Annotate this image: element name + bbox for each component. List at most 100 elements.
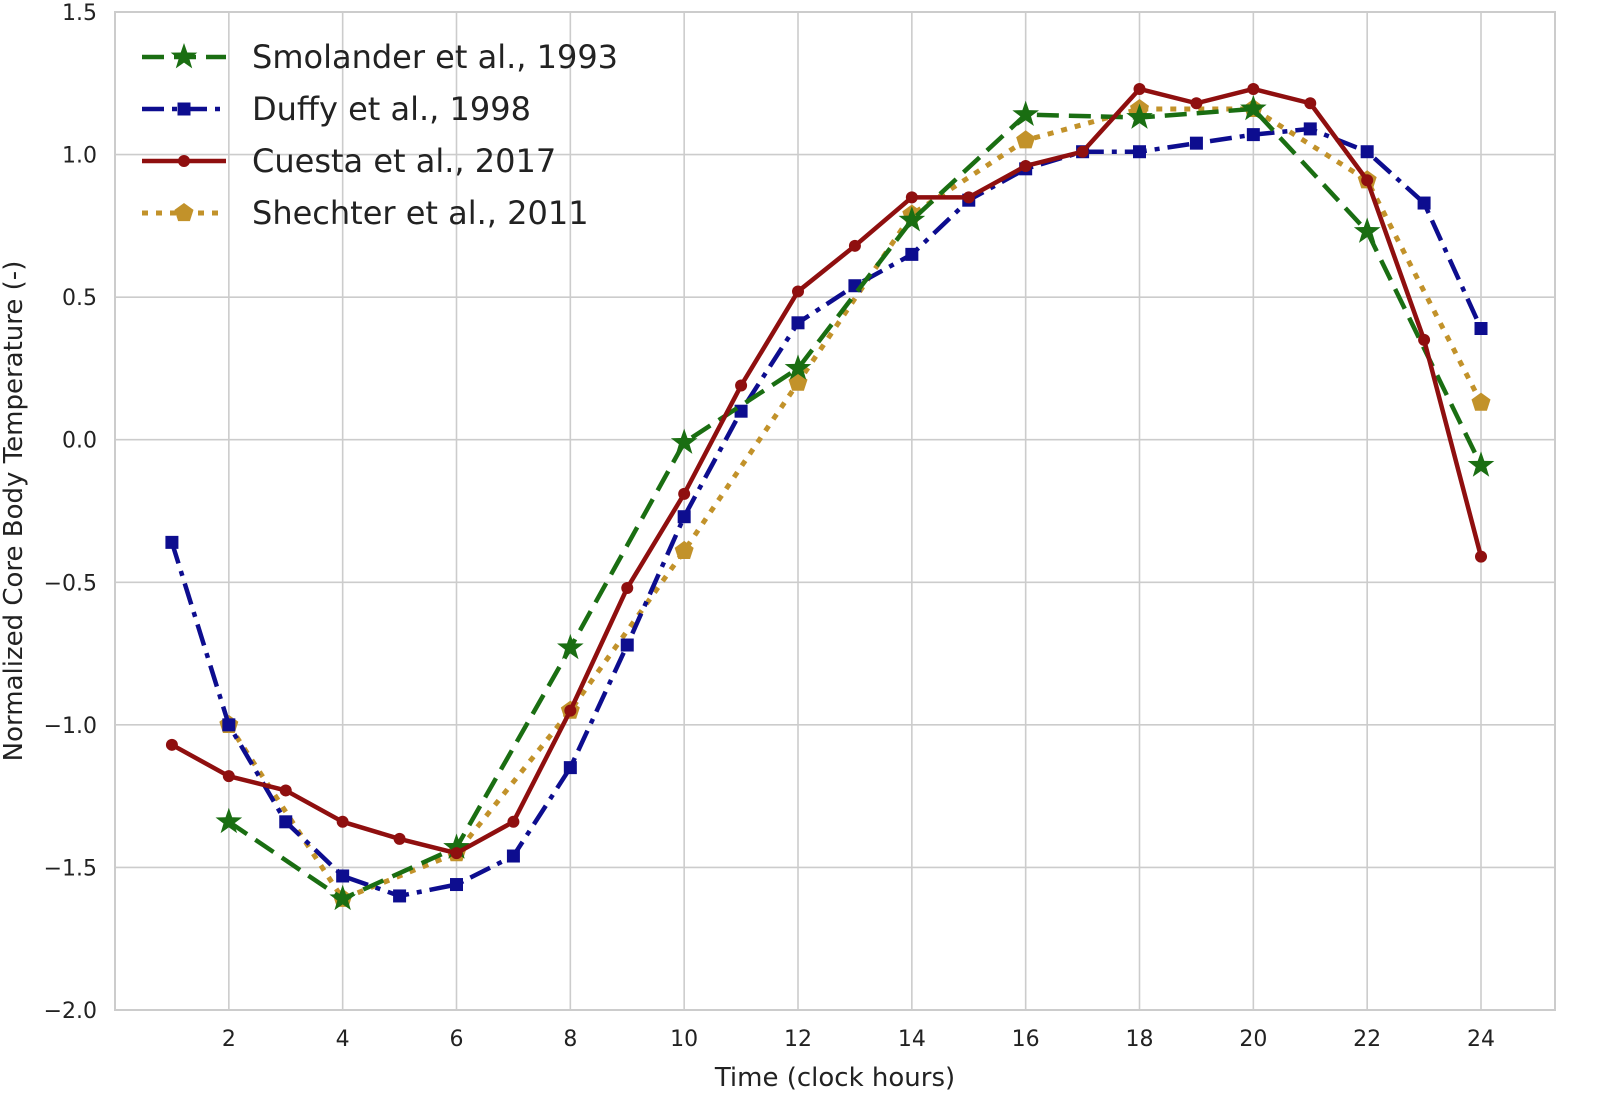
data-point [1019,159,1032,172]
data-point [677,510,691,524]
y-axis-label: Normalized Core Body Temperature (-) [0,261,29,762]
legend-marker [177,102,191,116]
data-point [443,833,470,859]
y-tick-label: −0.5 [44,571,97,596]
data-point [279,784,292,797]
data-point [215,807,243,834]
data-point [735,379,748,392]
data-point [734,404,748,418]
x-tick-label: 8 [563,1027,577,1052]
data-point [1133,145,1147,159]
series-line [226,106,1484,902]
data-point [1467,451,1495,477]
x-tick-label: 24 [1467,1027,1495,1052]
data-point [450,878,464,892]
data-point [563,761,577,775]
data-point [898,206,926,232]
x-tick-label: 10 [670,1027,698,1052]
data-point [279,815,293,829]
data-point [1240,94,1267,121]
data-point [222,718,236,732]
data-point [1126,103,1153,129]
x-tick-label: 22 [1353,1027,1381,1052]
data-point [1304,97,1317,110]
legend-label: Cuesta et al., 2017 [252,142,556,180]
x-tick-label: 18 [1126,1027,1154,1052]
data-point [336,869,350,883]
data-point [393,832,406,845]
data-point [450,847,463,860]
data-point [507,815,520,828]
data-point [1475,550,1488,563]
data-point [962,191,975,204]
y-tick-label: 1.5 [62,1,97,26]
data-point [564,704,577,717]
data-point [905,191,918,204]
data-point [1076,145,1089,158]
data-point [678,487,691,500]
data-point [792,285,805,298]
data-point [1133,82,1146,95]
data-point [1360,145,1374,159]
x-tick-labels: 2 4 6 8 10 12 14 16 18 20 22 24 [222,1027,1495,1052]
series-2 [165,82,1488,860]
legend-marker [174,203,194,222]
legend-label: Shechter et al., 2011 [252,194,589,232]
series-line [170,86,1484,856]
x-tick-label: 14 [898,1027,926,1052]
x-axis-label: Time (clock hours) [714,1063,955,1093]
data-point [674,540,694,560]
series-line [227,106,1484,902]
series-group [165,82,1495,911]
data-point [1190,97,1203,110]
y-tick-label: −2.0 [44,999,97,1024]
data-point [791,316,805,330]
y-tick-label: −1.0 [44,714,97,739]
legend-label: Smolander et al., 1993 [252,38,618,76]
x-tick-label: 6 [450,1027,464,1052]
data-point [670,428,698,454]
data-point [784,354,812,380]
x-tick-label: 16 [1012,1027,1040,1052]
series-0 [215,94,1495,911]
x-tick-label: 4 [336,1027,350,1052]
data-point [506,849,520,863]
data-point [1474,322,1488,336]
y-tick-label: 1.0 [62,144,97,169]
legend-marker [178,155,190,167]
x-tick-label: 2 [222,1027,236,1052]
data-point [165,535,179,549]
data-point [1418,333,1431,346]
data-point [165,738,178,751]
data-point [905,247,919,261]
data-point [1303,122,1317,136]
data-point [620,638,634,652]
legend-entry: Cuesta et al., 2017 [142,142,556,180]
data-point [1353,217,1381,243]
x-tick-label: 20 [1239,1027,1267,1052]
data-point [1016,130,1036,149]
series-line [169,126,1484,899]
data-point [557,633,584,660]
series-1 [165,122,1488,903]
data-point [1246,128,1260,142]
data-point [1247,82,1260,95]
legend-entry: Duffy et al., 1998 [142,90,531,128]
data-point [336,815,349,828]
data-point [1189,136,1203,150]
y-tick-label: 0.0 [62,429,97,454]
legend-marker [170,43,198,69]
data-point [222,770,235,783]
data-point [1471,392,1491,411]
data-point [393,889,407,903]
data-point [1012,100,1039,126]
data-point [621,581,634,594]
y-tick-labels: 1.5 1.0 0.5 0.0 −0.5 −1.0 −1.5 −2.0 [44,1,97,1024]
legend-entry: Shechter et al., 2011 [142,194,589,232]
x-tick-label: 12 [784,1027,812,1052]
data-point [1417,196,1431,210]
y-tick-label: 0.5 [62,286,97,311]
data-point [1361,174,1374,187]
data-point [329,884,356,911]
